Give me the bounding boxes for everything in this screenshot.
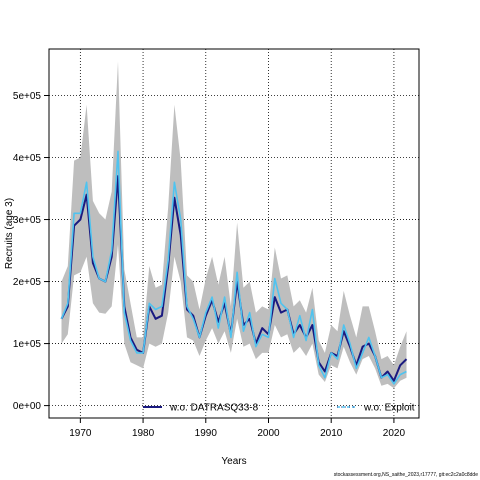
legend-label-2: w.o. Exploit bbox=[363, 403, 415, 414]
y-tick-label: 4e+05 bbox=[13, 153, 42, 164]
y-axis-title: Recruits (age 3) bbox=[4, 198, 15, 269]
confidence-band-layer bbox=[61, 61, 407, 389]
x-tick-label: 1970 bbox=[69, 428, 92, 439]
legend: w.o. DATRASQ33-8 w.o. Exploit bbox=[143, 403, 415, 414]
y-tick-label: 0e+00 bbox=[13, 401, 42, 412]
x-tick-label: 1980 bbox=[132, 428, 155, 439]
x-tick-label: 2000 bbox=[257, 428, 280, 439]
plot-frame bbox=[48, 48, 420, 419]
y-tick-label: 3e+05 bbox=[13, 215, 42, 226]
series-layer bbox=[60, 150, 408, 385]
series-line-2 bbox=[60, 150, 407, 385]
footer-source: stockassessment.org,NS_saithe_2023,r1777… bbox=[333, 472, 478, 478]
y-tick-label: 2e+05 bbox=[13, 277, 42, 288]
axes: 1970 1980 1990 2000 2010 2020 0e+00 1e+05 2e+05 3… bbox=[13, 91, 406, 439]
y-tick-label: 5e+05 bbox=[13, 91, 42, 102]
x-tick-label: 1990 bbox=[195, 428, 218, 439]
confidence-band bbox=[61, 61, 407, 389]
legend-label-1: w.o. DATRASQ33-8 bbox=[169, 403, 259, 414]
x-tick-label: 2010 bbox=[320, 428, 343, 439]
x-axis-title: Years bbox=[221, 456, 246, 467]
y-tick-label: 1e+05 bbox=[13, 339, 42, 350]
x-tick-label: 2020 bbox=[383, 428, 406, 439]
